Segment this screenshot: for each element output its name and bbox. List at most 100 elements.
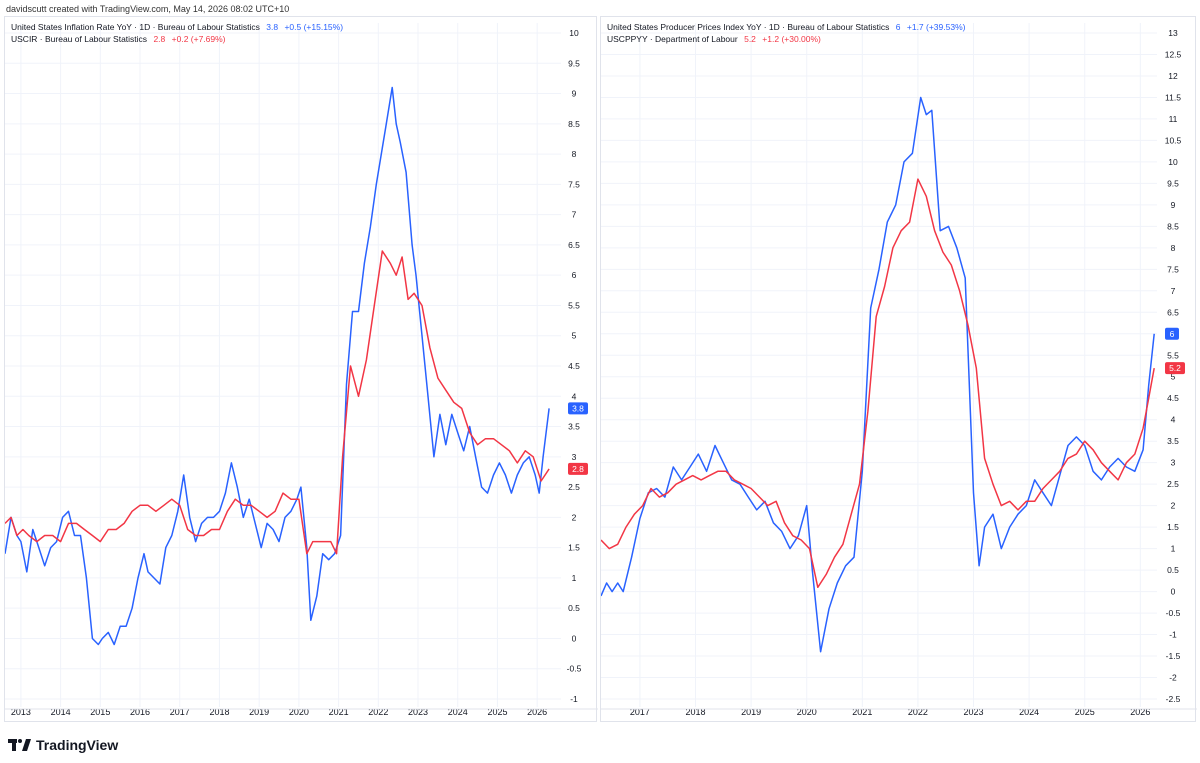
y-tick-label: 13 <box>1168 28 1178 38</box>
last-value-label: 2.8 <box>572 464 584 474</box>
x-tick-label: 2016 <box>130 707 150 717</box>
legend-series-name: United States Producer Prices Index YoY … <box>607 22 890 32</box>
y-tick-label: 12.5 <box>1165 49 1182 59</box>
x-tick-label: 2022 <box>908 707 928 717</box>
tradingview-logo[interactable]: TradingView <box>8 736 118 754</box>
y-tick-label: -2.5 <box>1166 694 1181 704</box>
x-tick-label: 2023 <box>408 707 428 717</box>
chart-panel-ppi[interactable]: United States Producer Prices Index YoY … <box>600 16 1197 723</box>
y-tick-label: 6.5 <box>568 240 580 250</box>
y-tick-label: 2.5 <box>1167 479 1179 489</box>
legend: United States Producer Prices Index YoY … <box>607 21 965 45</box>
y-tick-label: 8.5 <box>1167 221 1179 231</box>
y-tick-label: 5.5 <box>1167 350 1179 360</box>
y-tick-label: 12 <box>1168 71 1178 81</box>
legend-series-name: USCIR · Bureau of Labour Statistics <box>11 34 148 44</box>
x-tick-label: 2025 <box>487 707 507 717</box>
y-tick-label: 1.5 <box>568 543 580 553</box>
y-tick-label: 3.5 <box>568 422 580 432</box>
y-tick-label: 2 <box>572 512 577 522</box>
y-tick-label: 7 <box>572 210 577 220</box>
y-tick-label: 1.5 <box>1167 522 1179 532</box>
x-tick-label: 2018 <box>209 707 229 717</box>
y-tick-label: 5.5 <box>568 300 580 310</box>
y-tick-label: 0 <box>1171 587 1176 597</box>
y-tick-label: 9.5 <box>568 58 580 68</box>
legend-series-value: 3.8 <box>266 22 279 32</box>
y-tick-label: 7.5 <box>568 179 580 189</box>
chart-panel-inflation[interactable]: United States Inflation Rate YoY · 1D · … <box>4 16 598 723</box>
y-tick-label: 9 <box>572 89 577 99</box>
y-tick-label: 6.5 <box>1167 307 1179 317</box>
series-line-blue <box>601 96 1155 653</box>
x-tick-label: 2024 <box>1019 707 1039 717</box>
y-tick-label: 3 <box>572 452 577 462</box>
legend-row-ppi-dept: USCPPYY · Department of Labour 5.2 +1.2 … <box>607 33 965 45</box>
tradingview-logo-icon <box>8 739 31 751</box>
legend-series-value: 5.2 <box>744 34 756 44</box>
series-line-blue <box>5 86 550 646</box>
y-tick-label: -1 <box>570 694 578 704</box>
x-tick-label: 2023 <box>964 707 984 717</box>
y-tick-label: 3 <box>1171 458 1176 468</box>
last-value-tag <box>568 462 588 475</box>
y-tick-label: 10.5 <box>1165 135 1182 145</box>
legend-row-core-cpi: USCIR · Bureau of Labour Statistics 2.8 … <box>11 33 343 45</box>
x-tick-label: 2017 <box>630 707 650 717</box>
legend-series-name: USCPPYY · Department of Labour <box>607 34 738 44</box>
y-tick-label: 10 <box>569 28 579 38</box>
x-tick-label: 2020 <box>797 707 817 717</box>
legend-series-change: +0.5 (+15.15%) <box>284 22 344 32</box>
y-tick-label: 5 <box>1171 372 1176 382</box>
series-line-red <box>601 178 1155 589</box>
legend-series-change: +0.2 (+7.69%) <box>171 34 226 44</box>
y-tick-label: -0.5 <box>1166 608 1181 618</box>
x-tick-label: 2015 <box>90 707 110 717</box>
x-tick-label: 2018 <box>686 707 706 717</box>
legend-series-name: United States Inflation Rate YoY · 1D · … <box>11 22 260 32</box>
y-tick-label: 4 <box>572 391 577 401</box>
x-tick-label: 2019 <box>741 707 761 717</box>
x-tick-label: 2017 <box>170 707 190 717</box>
y-tick-label: 8 <box>572 149 577 159</box>
x-tick-label: 2026 <box>527 707 547 717</box>
y-tick-label: 4.5 <box>568 361 580 371</box>
last-value-label: 6 <box>1170 329 1175 339</box>
legend-row-cpi: United States Inflation Rate YoY · 1D · … <box>11 21 343 33</box>
y-tick-label: -2 <box>1169 673 1177 683</box>
y-tick-label: -0.5 <box>567 664 582 674</box>
y-tick-label: 11 <box>1169 114 1178 124</box>
y-tick-label: 7.5 <box>1167 264 1179 274</box>
y-tick-label: -1 <box>1169 630 1177 640</box>
legend-series-value: 6 <box>895 22 901 32</box>
x-tick-label: 2025 <box>1075 707 1095 717</box>
x-tick-label: 2013 <box>11 707 31 717</box>
x-tick-label: 2019 <box>249 707 269 717</box>
y-tick-label: 9.5 <box>1167 178 1179 188</box>
chart-canvas-ppi[interactable]: -2.5-2-1.5-1-0.500.511.522.533.544.555.5… <box>601 17 1197 723</box>
x-tick-label: 2021 <box>329 707 349 717</box>
legend-row-ppi: United States Producer Prices Index YoY … <box>607 21 965 33</box>
y-tick-label: 4.5 <box>1167 393 1179 403</box>
last-value-tag <box>1165 362 1185 375</box>
y-tick-label: 8 <box>1171 243 1176 253</box>
y-tick-label: 7 <box>1171 286 1176 296</box>
x-tick-label: 2026 <box>1130 707 1150 717</box>
legend: United States Inflation Rate YoY · 1D · … <box>11 21 343 45</box>
legend-series-change: +1.2 (+30.00%) <box>762 34 821 44</box>
y-tick-label: 5 <box>572 331 577 341</box>
y-tick-label: 3.5 <box>1167 436 1179 446</box>
y-tick-label: 0.5 <box>1167 565 1179 575</box>
legend-series-change: +1.7 (+39.53%) <box>906 22 966 32</box>
series-line-red <box>5 250 550 555</box>
last-value-tag <box>1165 327 1179 340</box>
last-value-label: 5.2 <box>1169 363 1181 373</box>
y-tick-label: 0 <box>572 633 577 643</box>
y-tick-label: 0.5 <box>568 603 580 613</box>
y-tick-label: 1 <box>572 573 577 583</box>
tradingview-brand: TradingView <box>36 737 119 753</box>
chart-canvas-inflation[interactable]: -1 -0.5 0 0.5 1 1.5 2 2.5 3 3.5 4 4.5 5 5.5 6 6.5 7 7.5 8 8… <box>5 17 598 723</box>
x-tick-label: 2024 <box>448 707 468 717</box>
y-tick-label: 10 <box>1168 157 1178 167</box>
y-tick-label: 8.5 <box>568 119 580 129</box>
